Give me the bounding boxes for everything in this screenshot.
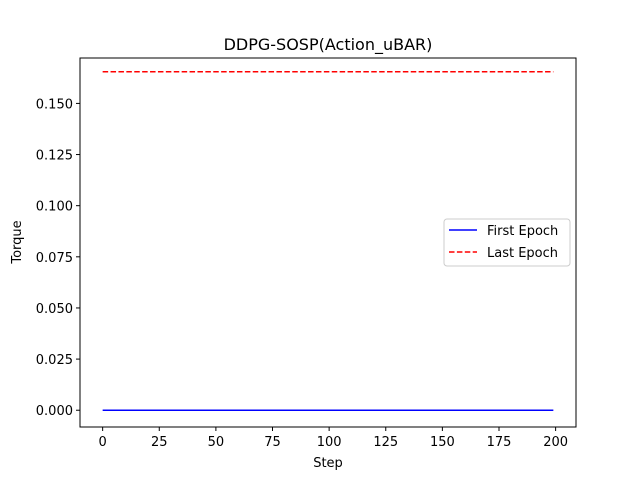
y-tick-label: 0.100 (36, 200, 73, 215)
y-axis-label: Torque (10, 220, 25, 264)
x-axis-label: Step (313, 456, 343, 471)
x-tick-label: 200 (543, 435, 568, 450)
chart-title: DDPG-SOSP(Action_uBAR) (224, 35, 433, 55)
y-tick-label: 0.000 (36, 404, 73, 419)
y-tick-label: 0.050 (36, 302, 73, 317)
legend-label-last-epoch: Last Epoch (487, 246, 558, 261)
axes-frame (79, 57, 577, 428)
x-tick-label: 0 (99, 435, 107, 450)
x-tick-label: 25 (151, 435, 168, 450)
x-tick-label: 100 (317, 435, 342, 450)
x-tick-label: 75 (264, 435, 281, 450)
x-tick-label: 175 (487, 435, 512, 450)
legend-label-first-epoch: First Epoch (487, 224, 558, 239)
y-tick-label: 0.025 (36, 353, 73, 368)
y-tick-label: 0.075 (36, 251, 73, 266)
x-tick-label: 125 (373, 435, 398, 450)
plot-lines (102, 70, 554, 411)
x-tick-label: 50 (208, 435, 225, 450)
x-tick-label: 150 (430, 435, 455, 450)
y-tick-label: 0.125 (36, 149, 73, 164)
x-axis-ticks: 0 25 50 75 100 125 150 175 200 (99, 427, 568, 450)
y-axis-ticks: 0.000 0.025 0.050 0.075 0.100 0.125 0.150 (36, 97, 80, 419)
legend: First Epoch Last Epoch (443, 218, 571, 267)
y-tick-label: 0.150 (36, 97, 73, 112)
